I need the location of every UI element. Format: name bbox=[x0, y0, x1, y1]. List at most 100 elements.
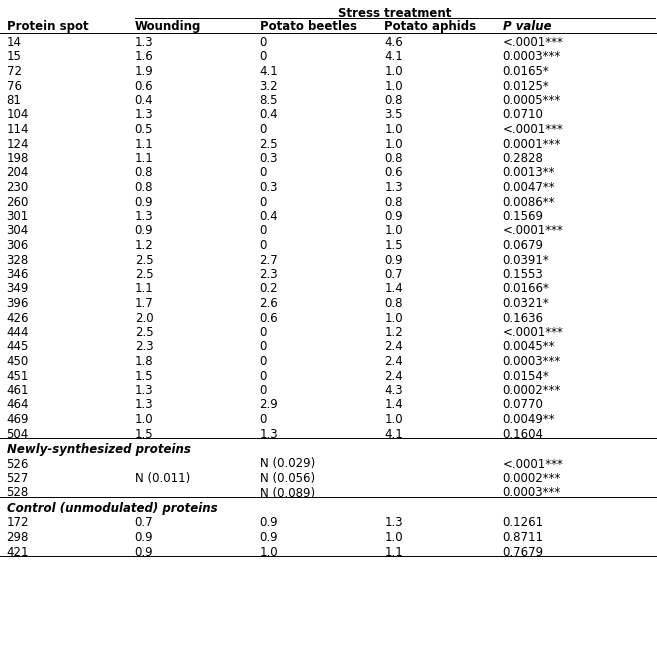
Text: 1.0: 1.0 bbox=[384, 413, 403, 426]
Text: 0: 0 bbox=[260, 341, 267, 353]
Text: 0.0045**: 0.0045** bbox=[503, 341, 555, 353]
Text: 0.0086**: 0.0086** bbox=[503, 196, 555, 208]
Text: 2.5: 2.5 bbox=[135, 268, 153, 281]
Text: 0.1553: 0.1553 bbox=[503, 268, 543, 281]
Text: <.0001***: <.0001*** bbox=[503, 225, 564, 237]
Text: <.0001***: <.0001*** bbox=[503, 326, 564, 339]
Text: 0.9: 0.9 bbox=[135, 225, 153, 237]
Text: 114: 114 bbox=[7, 123, 29, 136]
Text: 0.6: 0.6 bbox=[135, 80, 153, 93]
Text: 0.0049**: 0.0049** bbox=[503, 413, 555, 426]
Text: 0.9: 0.9 bbox=[135, 546, 153, 558]
Text: 198: 198 bbox=[7, 152, 29, 165]
Text: 469: 469 bbox=[7, 413, 29, 426]
Text: 2.9: 2.9 bbox=[260, 398, 279, 412]
Text: 0.0679: 0.0679 bbox=[503, 239, 543, 252]
Text: 0.0002***: 0.0002*** bbox=[503, 472, 561, 485]
Text: 0.0154*: 0.0154* bbox=[503, 369, 549, 383]
Text: 1.0: 1.0 bbox=[384, 65, 403, 78]
Text: 14: 14 bbox=[7, 36, 22, 49]
Text: 0.8: 0.8 bbox=[135, 181, 153, 194]
Text: 0.0391*: 0.0391* bbox=[503, 253, 549, 267]
Text: 1.3: 1.3 bbox=[135, 210, 153, 223]
Text: 172: 172 bbox=[7, 516, 29, 530]
Text: 1.8: 1.8 bbox=[135, 355, 153, 368]
Text: 526: 526 bbox=[7, 457, 29, 471]
Text: 349: 349 bbox=[7, 282, 29, 296]
Text: <.0001***: <.0001*** bbox=[503, 36, 564, 49]
Text: 0: 0 bbox=[260, 239, 267, 252]
Text: 464: 464 bbox=[7, 398, 29, 412]
Text: N (0.011): N (0.011) bbox=[135, 472, 190, 485]
Text: 0.9: 0.9 bbox=[384, 253, 403, 267]
Text: 1.3: 1.3 bbox=[260, 428, 278, 440]
Text: 2.4: 2.4 bbox=[384, 369, 403, 383]
Text: Stress treatment: Stress treatment bbox=[338, 7, 451, 20]
Text: 76: 76 bbox=[7, 80, 22, 93]
Text: 1.0: 1.0 bbox=[135, 413, 153, 426]
Text: 2.0: 2.0 bbox=[135, 312, 153, 324]
Text: 301: 301 bbox=[7, 210, 29, 223]
Text: 304: 304 bbox=[7, 225, 29, 237]
Text: 2.3: 2.3 bbox=[260, 268, 278, 281]
Text: 1.0: 1.0 bbox=[384, 312, 403, 324]
Text: 0.8: 0.8 bbox=[135, 166, 153, 180]
Text: 0.5: 0.5 bbox=[135, 123, 153, 136]
Text: 0.0002***: 0.0002*** bbox=[503, 384, 561, 397]
Text: 0.7: 0.7 bbox=[135, 516, 153, 530]
Text: 0.8: 0.8 bbox=[384, 196, 403, 208]
Text: 0.0047**: 0.0047** bbox=[503, 181, 555, 194]
Text: 461: 461 bbox=[7, 384, 29, 397]
Text: 0.0165*: 0.0165* bbox=[503, 65, 549, 78]
Text: 0: 0 bbox=[260, 384, 267, 397]
Text: 528: 528 bbox=[7, 487, 29, 499]
Text: 0.3: 0.3 bbox=[260, 152, 278, 165]
Text: N (0.089): N (0.089) bbox=[260, 487, 315, 499]
Text: 0.8: 0.8 bbox=[384, 94, 403, 107]
Text: 0.9: 0.9 bbox=[135, 196, 153, 208]
Text: 0: 0 bbox=[260, 36, 267, 49]
Text: 1.0: 1.0 bbox=[384, 225, 403, 237]
Text: 1.1: 1.1 bbox=[384, 546, 403, 558]
Text: 396: 396 bbox=[7, 297, 29, 310]
Text: P value: P value bbox=[503, 20, 551, 33]
Text: 4.3: 4.3 bbox=[384, 384, 403, 397]
Text: 298: 298 bbox=[7, 531, 29, 544]
Text: 0.0321*: 0.0321* bbox=[503, 297, 549, 310]
Text: 0: 0 bbox=[260, 413, 267, 426]
Text: Newly-synthesized proteins: Newly-synthesized proteins bbox=[7, 443, 191, 456]
Text: 0: 0 bbox=[260, 225, 267, 237]
Text: 0.9: 0.9 bbox=[260, 516, 278, 530]
Text: 2.5: 2.5 bbox=[260, 137, 278, 151]
Text: N (0.056): N (0.056) bbox=[260, 472, 315, 485]
Text: 2.5: 2.5 bbox=[135, 326, 153, 339]
Text: 2.3: 2.3 bbox=[135, 341, 153, 353]
Text: 2.4: 2.4 bbox=[384, 355, 403, 368]
Text: 3.2: 3.2 bbox=[260, 80, 278, 93]
Text: 8.5: 8.5 bbox=[260, 94, 278, 107]
Text: 0.3: 0.3 bbox=[260, 181, 278, 194]
Text: 0.0770: 0.0770 bbox=[503, 398, 543, 412]
Text: N (0.029): N (0.029) bbox=[260, 457, 315, 471]
Text: 0: 0 bbox=[260, 166, 267, 180]
Text: 1.5: 1.5 bbox=[135, 428, 153, 440]
Text: 4.1: 4.1 bbox=[260, 65, 279, 78]
Text: 204: 204 bbox=[7, 166, 29, 180]
Text: 444: 444 bbox=[7, 326, 29, 339]
Text: 72: 72 bbox=[7, 65, 22, 78]
Text: 81: 81 bbox=[7, 94, 22, 107]
Text: 0.4: 0.4 bbox=[135, 94, 153, 107]
Text: 1.2: 1.2 bbox=[384, 326, 403, 339]
Text: 0.0005***: 0.0005*** bbox=[503, 94, 561, 107]
Text: 4.6: 4.6 bbox=[384, 36, 403, 49]
Text: 1.0: 1.0 bbox=[384, 137, 403, 151]
Text: Wounding: Wounding bbox=[135, 20, 201, 33]
Text: 0.1604: 0.1604 bbox=[503, 428, 543, 440]
Text: 1.0: 1.0 bbox=[384, 531, 403, 544]
Text: 426: 426 bbox=[7, 312, 29, 324]
Text: 0.1261: 0.1261 bbox=[503, 516, 544, 530]
Text: 0.0001***: 0.0001*** bbox=[503, 137, 561, 151]
Text: 1.1: 1.1 bbox=[135, 152, 154, 165]
Text: 230: 230 bbox=[7, 181, 29, 194]
Text: 1.3: 1.3 bbox=[384, 516, 403, 530]
